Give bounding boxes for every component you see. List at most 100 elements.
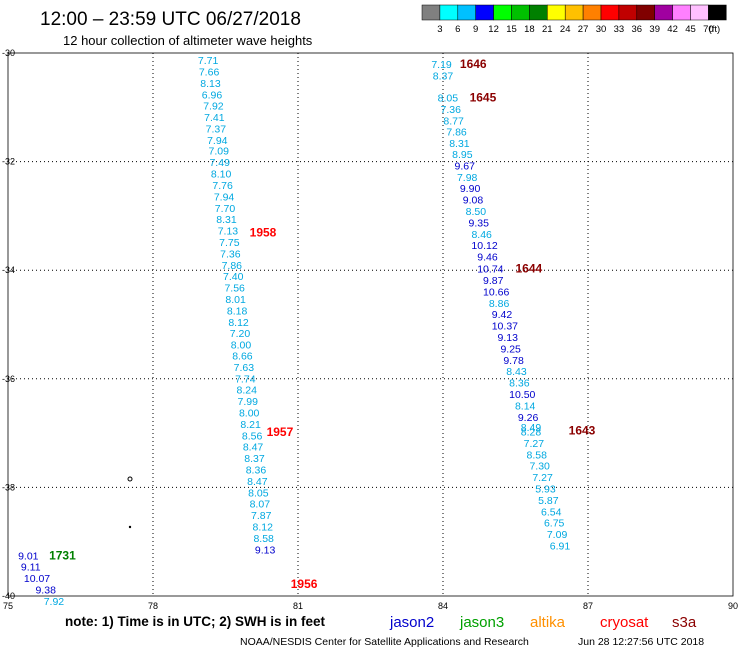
wave-height-value: 7.56 [224,283,245,295]
legend-swatch [439,4,459,21]
wave-height-value: 7.09 [209,146,230,158]
legend-swatch [708,4,727,21]
wave-height-value: 8.36 [246,464,267,476]
legend-label: 39 [649,24,660,35]
wave-height-value: 8.47 [247,476,268,488]
y-tick-labels: -30 -32 -34 -36 -38 -40 [2,48,15,601]
legend-swatch [672,4,691,21]
wave-height-value: 10.50 [509,389,535,401]
y-tick-label: -40 [2,591,15,601]
plot-border [7,52,734,597]
plot-frame [7,52,734,597]
legend-swatch [654,4,673,21]
legend-label: 27 [578,24,589,35]
wave-height-value: 7.63 [234,362,255,374]
x-tick-label: 90 [728,601,738,611]
wave-height-value: 8.12 [252,521,273,533]
x-tick-label: 87 [583,601,593,611]
wave-height-value: 8.31 [216,214,237,226]
wave-height-value: 8.21 [240,419,261,431]
x-tick-label: 81 [293,601,303,611]
wave-height-value: 5.93 [535,483,556,495]
wave-height-value: 7.27 [524,438,545,450]
wave-height-value: 7.86 [446,127,467,139]
wave-height-value: 8.05 [248,487,269,499]
footer-note: note: 1) Time is in UTC; 2) SWH is in fe… [65,614,326,629]
x-tick-labels: 75 78 81 84 87 90 [3,601,738,611]
wave-height-value: 8.95 [452,149,473,161]
wave-height-value: 7.41 [204,112,225,124]
wave-height-value: 8.66 [232,350,253,362]
coast-marks [127,476,133,529]
legend-label: 36 [632,24,643,35]
satellite-legend-item: s3a [672,614,697,631]
wave-height-value: 10.37 [492,321,518,333]
wave-height-value: 7.13 [218,226,239,238]
wave-height-value: 7.87 [251,510,272,522]
wave-height-value: 9.11 [21,562,41,574]
wave-height-value: 8.36 [509,378,530,390]
wave-height-value: 7.49 [209,157,230,169]
island-mark [128,525,132,529]
legend-swatch [690,4,709,21]
wave-height-value: 9.38 [35,584,56,596]
wave-height-value: 8.47 [243,442,264,454]
track-time-label: 1957 [267,425,294,439]
legend-swatch [529,4,548,21]
legend-label: 30 [596,24,607,35]
wave-height-value: 7.70 [215,203,236,215]
legend-swatch [618,4,638,21]
wave-height-value: 7.74 [235,373,256,385]
legend-label: 21 [542,24,553,35]
wave-height-value: 7.66 [199,66,220,78]
y-tick-label: -36 [2,374,15,384]
wave-height-value: 9.26 [518,412,539,424]
wave-height-value: 8.37 [244,453,265,465]
island-mark [127,476,133,482]
legend-swatch [421,4,441,21]
footer-credit: NOAA/NESDIS Center for Satellite Applica… [240,636,529,648]
wave-height-value: 7.36 [441,104,462,116]
legend-label: 3 [437,24,442,35]
wave-height-value: 10.07 [24,573,50,585]
wave-height-value: 7.27 [532,472,553,484]
wave-height-value: 6.75 [544,518,565,530]
satellite-legend-item: cryosat [600,614,649,631]
wave-height-value: 9.25 [500,343,521,355]
wave-height-value: 8.49 [521,422,542,434]
legend-label: 70 [703,24,714,35]
wave-height-value: 7.94 [207,135,228,147]
wave-height-value: 7.40 [223,271,244,283]
y-tick-label: -34 [2,265,15,275]
wave-height-value: 9.13 [255,544,276,556]
chart-title: 12:00 – 23:59 UTC 06/27/2018 [40,9,301,30]
wave-height-value: 9.13 [498,332,519,344]
chart-subtitle: 12 hour collection of altimeter wave hei… [63,33,313,48]
legend-swatch [636,4,655,21]
legend-label: 24 [560,24,571,35]
wave-height-value: 9.42 [492,309,513,321]
wave-height-value: 7.94 [214,191,235,203]
wave-height-value: 8.00 [231,340,252,352]
wave-height-value: 7.75 [219,237,240,249]
x-tick-label: 75 [3,601,13,611]
wave-height-value: 7.37 [206,123,227,135]
wave-height-value: 8.28 [521,426,542,438]
wave-height-value: 8.12 [228,317,249,329]
wave-height-value: 9.67 [455,160,476,172]
wave-height-value: 8.86 [489,298,510,310]
wave-height-value: 7.92 [203,101,224,113]
satellite-legend: jason2 jason3 altika cryosat s3a [389,614,697,631]
track-time-label: 1958 [250,226,277,240]
wave-height-value: 7.99 [238,396,259,408]
wave-height-value: 6.54 [541,506,562,518]
track-time-label: 1956 [291,577,318,591]
satellite-legend-item: jason2 [389,614,434,631]
track-time-label: 1645 [470,91,497,105]
track-time-label: 1643 [569,423,596,437]
wave-height-value: 8.31 [449,138,470,150]
y-tick-label: -30 [2,48,15,58]
wave-height-value: 8.43 [506,366,527,378]
wave-height-value: 6.96 [202,89,223,101]
